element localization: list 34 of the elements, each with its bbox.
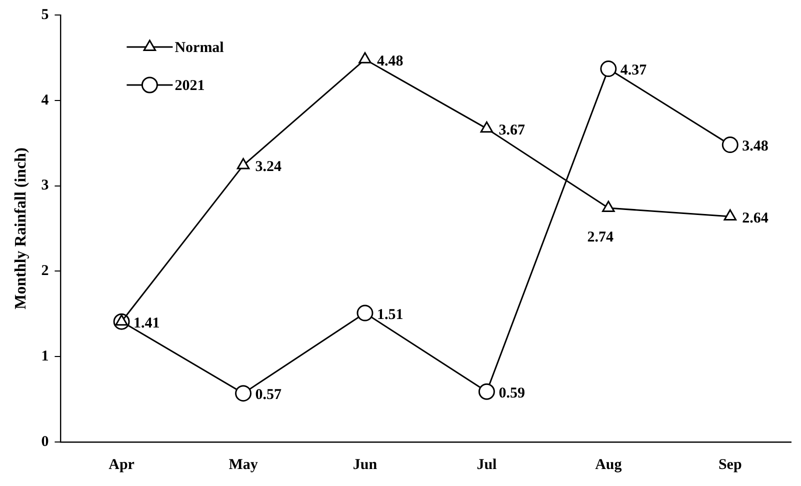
x-tick-label: May — [228, 456, 258, 473]
y-axis-title: Monthly Rainfall (inch) — [12, 148, 30, 310]
point — [478, 383, 495, 400]
data-label: 3.24 — [255, 159, 282, 176]
y-tick-label: 4 — [41, 92, 50, 108]
y-tick-label: 2 — [41, 263, 49, 280]
data-label: 0.59 — [498, 385, 525, 402]
point — [236, 158, 250, 170]
data-label: 1.41 — [134, 315, 160, 332]
data-label: 4.48 — [376, 53, 404, 70]
point — [480, 121, 494, 133]
x-tick-label: Sep — [718, 456, 742, 473]
x-tick-label: Apr — [108, 456, 135, 473]
y-tick-label: 0 — [41, 434, 49, 450]
point — [356, 304, 374, 322]
data-label: 2.64 — [742, 210, 769, 226]
data-label: 1.51 — [376, 306, 404, 323]
point — [358, 52, 372, 64]
data-label: 3.67 — [498, 122, 526, 138]
data-label: 2.74 — [587, 229, 614, 246]
y-tick-label: 5 — [41, 6, 49, 23]
legend-label: Normal — [174, 40, 224, 56]
legend-label: 2021 — [174, 78, 205, 94]
data-label: 4.37 — [620, 62, 648, 79]
y-tick-label: 3 — [41, 178, 49, 194]
data-label: 0.57 — [255, 387, 282, 404]
x-tick-label: Aug — [595, 456, 622, 473]
point — [724, 209, 737, 221]
x-tick-label: Jun — [352, 456, 378, 473]
data-label: 3.48 — [742, 138, 768, 155]
y-tick-label: 1 — [41, 348, 49, 364]
point — [235, 385, 252, 402]
x-tick-label: Jul — [476, 456, 497, 473]
point — [602, 200, 615, 212]
